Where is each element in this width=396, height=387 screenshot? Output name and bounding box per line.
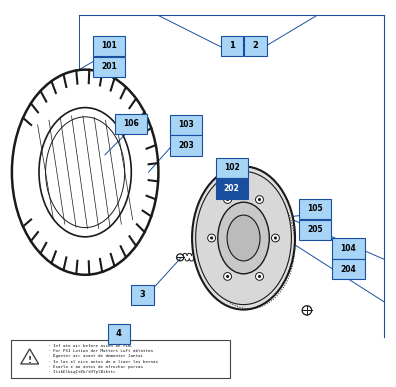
Text: 205: 205	[307, 225, 323, 235]
Text: 202: 202	[224, 184, 240, 193]
Circle shape	[255, 272, 263, 280]
Circle shape	[258, 198, 261, 201]
FancyBboxPatch shape	[115, 114, 147, 134]
Circle shape	[258, 275, 261, 278]
FancyBboxPatch shape	[299, 199, 331, 219]
Text: · For PSI Lotion der Matters Luft ablatten: · For PSI Lotion der Matters Luft ablatt…	[48, 349, 152, 353]
FancyBboxPatch shape	[93, 36, 125, 56]
FancyBboxPatch shape	[11, 340, 230, 378]
Text: 101: 101	[101, 41, 117, 50]
Text: 105: 105	[307, 204, 323, 214]
Text: · Esarlo e ao antes de afrochar porcas: · Esarlo e ao antes de afrochar porcas	[48, 365, 143, 368]
Circle shape	[224, 272, 232, 280]
Circle shape	[274, 236, 277, 240]
Text: !: !	[28, 356, 32, 365]
Text: 1: 1	[229, 41, 234, 50]
Text: 102: 102	[224, 163, 240, 172]
Circle shape	[208, 234, 215, 242]
Circle shape	[226, 275, 229, 278]
FancyBboxPatch shape	[93, 57, 125, 77]
Text: 104: 104	[341, 244, 356, 253]
Text: 203: 203	[178, 141, 194, 150]
Text: 3: 3	[140, 290, 145, 300]
Circle shape	[226, 198, 229, 201]
FancyBboxPatch shape	[332, 259, 364, 279]
Circle shape	[272, 234, 280, 242]
FancyBboxPatch shape	[215, 178, 248, 199]
Ellipse shape	[196, 171, 291, 305]
FancyBboxPatch shape	[170, 115, 202, 135]
Circle shape	[255, 196, 263, 204]
Ellipse shape	[218, 202, 269, 274]
FancyBboxPatch shape	[299, 220, 331, 240]
Text: · Inf ate air before assen on rim.: · Inf ate air before assen on rim.	[48, 344, 133, 348]
FancyBboxPatch shape	[215, 158, 248, 178]
Text: 4: 4	[116, 329, 122, 338]
Text: 103: 103	[178, 120, 194, 129]
Circle shape	[210, 236, 213, 240]
Text: · In los el nire antes de a liaer les bernas: · In los el nire antes de a liaer les be…	[48, 360, 158, 363]
Ellipse shape	[192, 166, 295, 310]
Text: · Dgonter air avant de demonter Jantai: · Dgonter air avant de demonter Jantai	[48, 354, 143, 358]
Text: 204: 204	[341, 265, 356, 274]
Text: ·: ·	[242, 41, 246, 51]
Text: 106: 106	[123, 119, 139, 128]
FancyBboxPatch shape	[108, 324, 130, 344]
Circle shape	[224, 196, 232, 204]
FancyBboxPatch shape	[131, 285, 154, 305]
FancyBboxPatch shape	[244, 36, 267, 56]
Text: · ItikElbiqItEk/tHTplBiktt>: · ItikElbiqItEk/tHTplBiktt>	[48, 370, 115, 373]
Text: 2: 2	[253, 41, 258, 50]
FancyBboxPatch shape	[332, 238, 364, 259]
FancyBboxPatch shape	[221, 36, 243, 56]
Text: 201: 201	[101, 62, 117, 71]
Ellipse shape	[227, 215, 260, 261]
FancyBboxPatch shape	[170, 135, 202, 156]
